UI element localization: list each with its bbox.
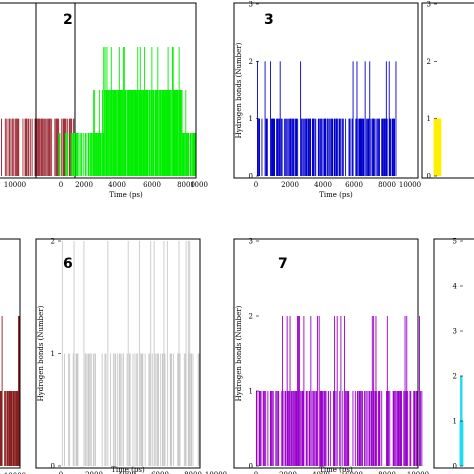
y-tick-label: 2 bbox=[249, 58, 253, 66]
x-tick-label: 2000 bbox=[75, 181, 93, 189]
panel-5: 10000 bbox=[0, 238, 26, 474]
x-tick-label: 2000 bbox=[281, 181, 299, 189]
bars bbox=[58, 47, 196, 176]
y-axis-label: Hydrogen bonds (Number) bbox=[235, 305, 243, 401]
plot-frame bbox=[35, 2, 197, 179]
y-tick-label: 5 bbox=[453, 238, 457, 246]
x-tick-label: 2000 bbox=[85, 471, 103, 474]
panel-4: 0 1 2 3 bbox=[421, 1, 474, 181]
panel-number: 7 bbox=[278, 256, 288, 272]
x-axis-label: Time (ps) bbox=[319, 466, 353, 474]
bars bbox=[255, 316, 423, 466]
x-tick-label: 0 bbox=[254, 181, 258, 189]
plot-frame bbox=[233, 238, 419, 469]
panel-3: 0 1 2 3 0 2000 4000 6000 8000 10000 Time (ps) Hydro… bbox=[233, 1, 421, 199]
y-tick-label: 2 bbox=[427, 58, 431, 66]
y-tick-label: 3 bbox=[427, 1, 431, 9]
x-tick-label: 4000 bbox=[314, 181, 332, 189]
x-tick-label: 4000 bbox=[312, 471, 330, 474]
bars bbox=[257, 61, 397, 176]
bars bbox=[0, 118, 76, 176]
y-tick-label: 2 bbox=[51, 238, 55, 246]
x-tick-label: 0 bbox=[254, 471, 258, 474]
y-tick-label: 0 bbox=[249, 173, 253, 181]
x-tick-label: 6000 bbox=[345, 471, 363, 474]
x-tick-label: 8000 bbox=[184, 471, 202, 474]
x-tick-label: 6000 bbox=[151, 471, 169, 474]
plot-frame bbox=[0, 238, 21, 469]
plot-frame bbox=[421, 2, 474, 179]
y-tick-label: 0 bbox=[249, 463, 253, 471]
x-tick-label: 6000 bbox=[345, 181, 363, 189]
bars bbox=[433, 118, 442, 176]
x-tick-label: 8000 bbox=[378, 471, 396, 474]
x-tick-label: 10000 bbox=[4, 472, 26, 474]
y-tick-label: 1 bbox=[427, 115, 431, 123]
y-tick-label: 2 bbox=[453, 373, 457, 381]
y-tick-label: 1 bbox=[249, 115, 253, 123]
bars bbox=[61, 241, 200, 466]
panel-number: 2 bbox=[63, 12, 73, 28]
x-tick-label: 0 bbox=[59, 471, 63, 474]
y-axis-label: Hydrogen bonds (Number) bbox=[235, 42, 243, 138]
panel-7: 0 1 2 3 0 2000 4000 6000 8000 10000 Time (ps) Hydro… bbox=[233, 238, 429, 474]
y-tick-label: 1 bbox=[249, 388, 253, 396]
x-tick-label: 8000 bbox=[177, 181, 195, 189]
x-axis-label: Time (ps) bbox=[319, 191, 353, 199]
x-tick-label: 2000 bbox=[279, 471, 297, 474]
y-axis-label: Hydrogen bonds (Number) bbox=[37, 305, 45, 401]
x-tick-label: 0 bbox=[59, 181, 63, 189]
x-tick-label: 6000 bbox=[143, 181, 161, 189]
bars bbox=[0, 316, 20, 466]
x-tick-label: 10000 bbox=[205, 471, 227, 474]
plot-frame bbox=[35, 238, 201, 469]
x-axis-label: Time (ps) bbox=[111, 466, 145, 474]
y-tick-label: 1 bbox=[51, 350, 55, 358]
x-tick-label: 10000 bbox=[407, 471, 429, 474]
panel-8: 0 1 2 3 4 5 bbox=[433, 238, 474, 471]
panel-number: 6 bbox=[63, 256, 73, 272]
x-tick-label: 10000 bbox=[399, 181, 421, 189]
y-tick-label: 4 bbox=[453, 283, 458, 291]
plot-frame bbox=[233, 2, 419, 179]
x-axis-label: Time (ps) bbox=[109, 191, 143, 199]
panel-1: 10000 bbox=[0, 2, 76, 189]
panel-number: 3 bbox=[264, 12, 274, 28]
plot-frame bbox=[433, 238, 474, 469]
x-tick-label: 1000 bbox=[190, 181, 208, 189]
y-tick-label: 3 bbox=[249, 238, 253, 246]
y-tick-label: 0 bbox=[453, 463, 457, 471]
x-tick-label: 4000 bbox=[118, 471, 136, 474]
y-tick-label: 3 bbox=[249, 1, 253, 9]
y-tick-label: 2 bbox=[249, 313, 253, 321]
y-tick-label: 1 bbox=[453, 418, 457, 426]
x-tick-label: 10000 bbox=[4, 181, 26, 189]
x-tick-label: 4000 bbox=[108, 181, 126, 189]
y-tick-label: 0 bbox=[51, 463, 55, 471]
y-tick-label: 3 bbox=[453, 328, 457, 336]
plot-frame bbox=[0, 2, 76, 179]
x-tick-label: 8000 bbox=[378, 181, 396, 189]
y-tick-label: 0 bbox=[427, 173, 431, 181]
